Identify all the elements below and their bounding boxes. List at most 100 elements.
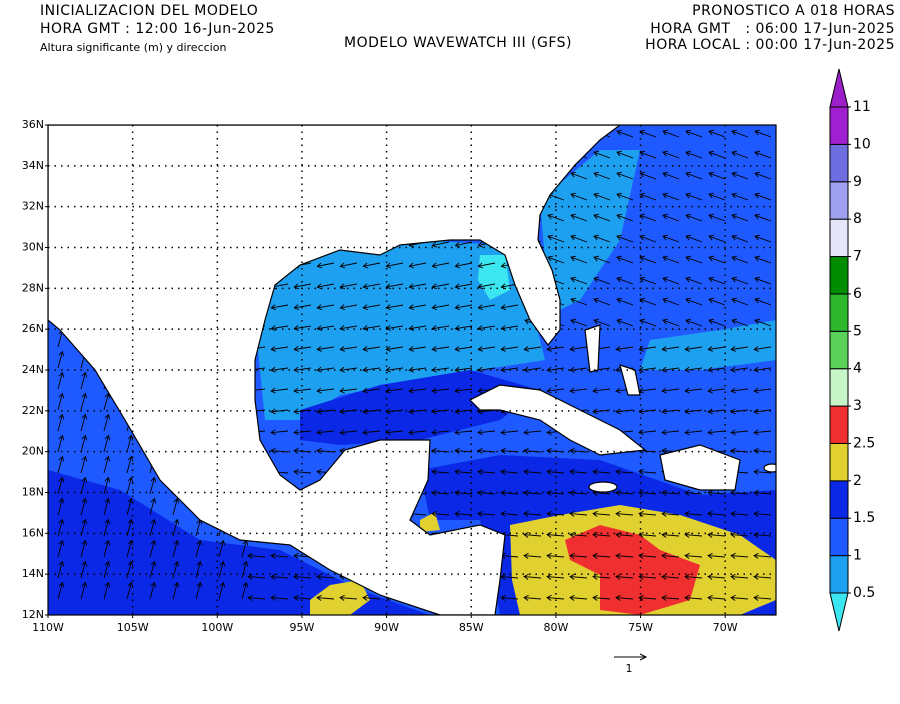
arrow	[661, 552, 680, 559]
arrow	[477, 447, 496, 454]
arrow	[149, 539, 157, 558]
arrow	[753, 552, 772, 559]
arrow	[638, 366, 657, 373]
arrow	[547, 234, 565, 243]
puerto-rico	[763, 463, 776, 473]
arrow	[316, 366, 335, 373]
arrow	[103, 581, 111, 600]
arrow	[662, 297, 680, 306]
arrow	[661, 531, 680, 538]
arrow	[730, 552, 749, 559]
arrow	[615, 594, 634, 601]
arrow	[684, 510, 703, 517]
arrow	[639, 192, 657, 201]
colorbar-segment	[829, 442, 849, 482]
arrow	[638, 594, 657, 601]
arrow	[431, 345, 450, 352]
model: MODELO WAVEWATCH III (GFS)	[344, 35, 572, 51]
colorbar-segment	[829, 256, 849, 295]
arrow	[316, 262, 335, 269]
atlantic-zone	[540, 150, 640, 310]
arrow	[593, 171, 611, 180]
colorbar-segment	[829, 480, 849, 519]
arrow	[547, 255, 565, 264]
arrow	[730, 573, 749, 580]
arrow	[270, 447, 289, 454]
arrow	[362, 408, 381, 415]
arrow	[570, 255, 588, 264]
lon-label: 105W	[117, 621, 149, 634]
lat-label: 20N	[22, 445, 44, 458]
lon-label: 70W	[713, 621, 738, 634]
caribbean-red	[565, 525, 700, 615]
arrow	[500, 304, 519, 311]
arrow	[270, 345, 289, 352]
arrow	[730, 429, 749, 436]
arrow	[684, 345, 703, 352]
lon-label: 100W	[201, 621, 233, 634]
arrow	[730, 345, 749, 352]
arrow	[593, 150, 611, 159]
arrow	[172, 518, 180, 537]
arrow	[103, 434, 111, 453]
cuba	[468, 384, 647, 456]
pacific-dark	[48, 470, 430, 615]
arrow	[362, 429, 381, 436]
lon-label: 80W	[543, 621, 568, 634]
arrow	[707, 573, 726, 580]
arrow	[316, 325, 335, 331]
arrow	[293, 283, 312, 290]
lat-label: 14N	[22, 567, 44, 580]
colorbar-label: 7	[853, 249, 862, 265]
arrow	[126, 434, 134, 453]
arrow	[754, 276, 772, 285]
arrow	[685, 234, 703, 243]
arrow	[593, 255, 611, 264]
arrow	[731, 213, 749, 222]
arrow	[684, 387, 703, 394]
arrow	[753, 594, 772, 601]
arrow	[477, 468, 496, 475]
arrow	[362, 325, 381, 331]
arrow	[523, 447, 542, 454]
arrow	[247, 594, 266, 601]
arrow	[339, 325, 358, 331]
colorbar-segment	[829, 143, 849, 183]
colorbar-label: 6	[853, 286, 862, 302]
arrow	[661, 594, 680, 601]
arrow	[731, 234, 749, 243]
lon-label: 110W	[32, 621, 64, 634]
arrow	[293, 594, 312, 601]
axes: 36N34N32N30N28N26N24N22N20N18N16N14N12N1…	[22, 118, 738, 634]
arrow	[270, 429, 289, 436]
arrow	[339, 429, 358, 436]
arrow	[454, 345, 473, 352]
arrow	[685, 318, 703, 327]
arrow	[385, 429, 404, 436]
arrow	[80, 392, 88, 411]
arrow	[500, 429, 519, 436]
arrow	[615, 408, 634, 415]
arrow	[685, 297, 703, 306]
arrow	[754, 213, 772, 222]
lat-label: 26N	[22, 322, 44, 335]
arrow	[431, 241, 450, 248]
gulf-dark	[300, 370, 540, 445]
arrow	[218, 560, 226, 579]
arrow	[523, 345, 542, 352]
arrow	[754, 297, 772, 306]
colorbar-label: 4	[853, 361, 862, 377]
arrow	[431, 510, 450, 517]
lon-label: 95W	[290, 621, 315, 634]
arrow	[172, 560, 180, 579]
arrow	[616, 276, 634, 285]
arrow	[149, 560, 157, 579]
lat-label: 30N	[22, 241, 44, 254]
arrow	[431, 283, 450, 290]
arrow	[57, 581, 65, 600]
arrow	[685, 171, 703, 180]
colorbar-label: 2.5	[853, 435, 875, 451]
arrow	[661, 387, 680, 394]
arrow	[293, 468, 312, 475]
